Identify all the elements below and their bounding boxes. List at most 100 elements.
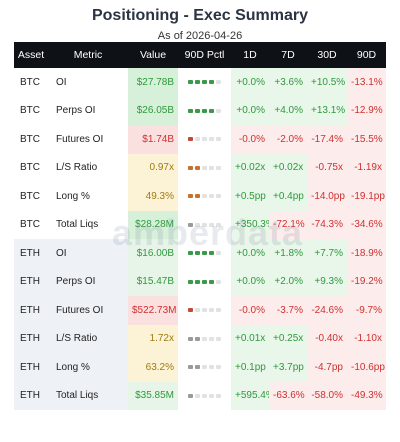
column-header-value[interactable]: Value [128,42,178,68]
change-90d-cell: -19.2% [347,267,386,296]
change-7d-cell: +3.7pp [269,353,307,382]
change-30d-cell: -17.4% [307,125,347,154]
change-90d-cell: -1.10x [347,324,386,353]
change-7d-cell: +0.02x [269,153,307,182]
table-row: ETH Futures OI $522.73M -0.0% -3.7% -24.6% -9.… [14,296,386,325]
metric-cell: OI [48,68,128,97]
percentile-bar-icon [188,336,221,341]
change-7d-cell: -63.6% [269,381,307,410]
value-cell: $15.47B [128,267,178,296]
asset-cell: ETH [14,381,48,410]
page-title: Positioning - Exec Summary [91,7,309,24]
change-30d-cell: -0.75x [307,153,347,182]
asset-cell: ETH [14,353,48,382]
table-row: BTC OI $27.78B +0.0% +3.6% +10.5% -13.1% [14,68,386,97]
change-7d-cell: -3.7% [269,296,307,325]
percentile-bar-icon [188,80,221,85]
metric-cell: L/S Ratio [48,153,128,182]
value-cell: $26.05B [128,96,178,125]
change-7d-cell: -2.0% [269,125,307,154]
column-header-1d[interactable]: 1D [231,42,269,68]
change-1d-cell: +0.02x [231,153,269,182]
metric-cell: Long % [48,182,128,211]
metric-cell: Perps OI [48,267,128,296]
column-header-7d[interactable]: 7D [269,42,307,68]
metric-cell: Futures OI [48,296,128,325]
asset-cell: BTC [14,210,48,239]
change-30d-cell: -14.0pp [307,182,347,211]
value-cell: $16.00B [128,239,178,268]
percentile-bar-icon [188,365,221,370]
asset-cell: ETH [14,239,48,268]
asset-cell: ETH [14,296,48,325]
metric-cell: L/S Ratio [48,324,128,353]
change-7d-cell: +2.0% [269,267,307,296]
change-7d-cell: +1.8% [269,239,307,268]
change-1d-cell: +0.0% [231,267,269,296]
table-row: BTC L/S Ratio 0.97x +0.02x +0.02x -0.75x -1.19… [14,153,386,182]
percentile-cell [178,381,231,410]
asset-cell: ETH [14,267,48,296]
change-1d-cell: +0.0% [231,96,269,125]
change-30d-cell: -4.7pp [307,353,347,382]
percentile-cell [178,296,231,325]
change-30d-cell: +7.7% [307,239,347,268]
asset-cell: BTC [14,153,48,182]
table-header-row: Asset Metric Value 90D Pctl 1D 7D 30D 90… [14,42,386,68]
change-90d-cell: -34.6% [347,210,386,239]
table-row: BTC Futures OI $1.74B -0.0% -2.0% -17.4% -15.5… [14,125,386,154]
change-7d-cell: +0.4pp [269,182,307,211]
value-cell: 63.2% [128,353,178,382]
column-header-90d-pctl[interactable]: 90D Pctl [178,42,231,68]
percentile-bar-icon [188,279,221,284]
table-row: ETH Long % 63.2% +0.1pp +3.7pp -4.7pp -10.6pp [14,353,386,382]
percentile-bar-icon [188,393,221,398]
value-cell: $35.85M [128,381,178,410]
change-90d-cell: -1.19x [347,153,386,182]
asset-cell: BTC [14,96,48,125]
change-90d-cell: -12.9% [347,96,386,125]
change-30d-cell: +13.1% [307,96,347,125]
change-7d-cell: +3.6% [269,68,307,97]
change-7d-cell: -72.1% [269,210,307,239]
change-90d-cell: -19.1pp [347,182,386,211]
percentile-cell [178,182,231,211]
percentile-cell [178,125,231,154]
change-30d-cell: -24.6% [307,296,347,325]
percentile-cell [178,239,231,268]
change-1d-cell: +0.1pp [231,353,269,382]
column-header-metric[interactable]: Metric [48,42,128,68]
table-row: BTC Perps OI $26.05B +0.0% +4.0% +13.1% -12.9% [14,96,386,125]
percentile-cell [178,210,231,239]
table-row: ETH OI $16.00B +0.0% +1.8% +7.7% -18.9% [14,239,386,268]
change-1d-cell: +0.5pp [231,182,269,211]
percentile-bar-icon [188,108,221,113]
percentile-bar-icon [188,308,221,313]
value-cell: $522.73M [128,296,178,325]
value-cell: $27.78B [128,68,178,97]
change-1d-cell: +0.0% [231,68,269,97]
change-90d-cell: -10.6pp [347,353,386,382]
column-header-90d[interactable]: 90D [347,42,386,68]
change-1d-cell: +0.01x [231,324,269,353]
percentile-cell [178,153,231,182]
asset-cell: BTC [14,182,48,211]
asset-cell: BTC [14,68,48,97]
change-1d-cell: +0.0% [231,239,269,268]
column-header-30d[interactable]: 30D [307,42,347,68]
metric-cell: Perps OI [48,96,128,125]
percentile-bar-icon [188,194,221,199]
column-header-asset[interactable]: Asset [14,42,48,68]
change-30d-cell: +9.3% [307,267,347,296]
change-7d-cell: +0.25x [269,324,307,353]
change-30d-cell: -0.40x [307,324,347,353]
percentile-cell [178,96,231,125]
change-90d-cell: -49.3% [347,381,386,410]
value-cell: 0.97x [128,153,178,182]
metric-cell: Total Liqs [48,210,128,239]
table-row: ETH Perps OI $15.47B +0.0% +2.0% +9.3% -19.2% [14,267,386,296]
metric-cell: Futures OI [48,125,128,154]
value-cell: $28.28M [128,210,178,239]
value-cell: 49.3% [128,182,178,211]
